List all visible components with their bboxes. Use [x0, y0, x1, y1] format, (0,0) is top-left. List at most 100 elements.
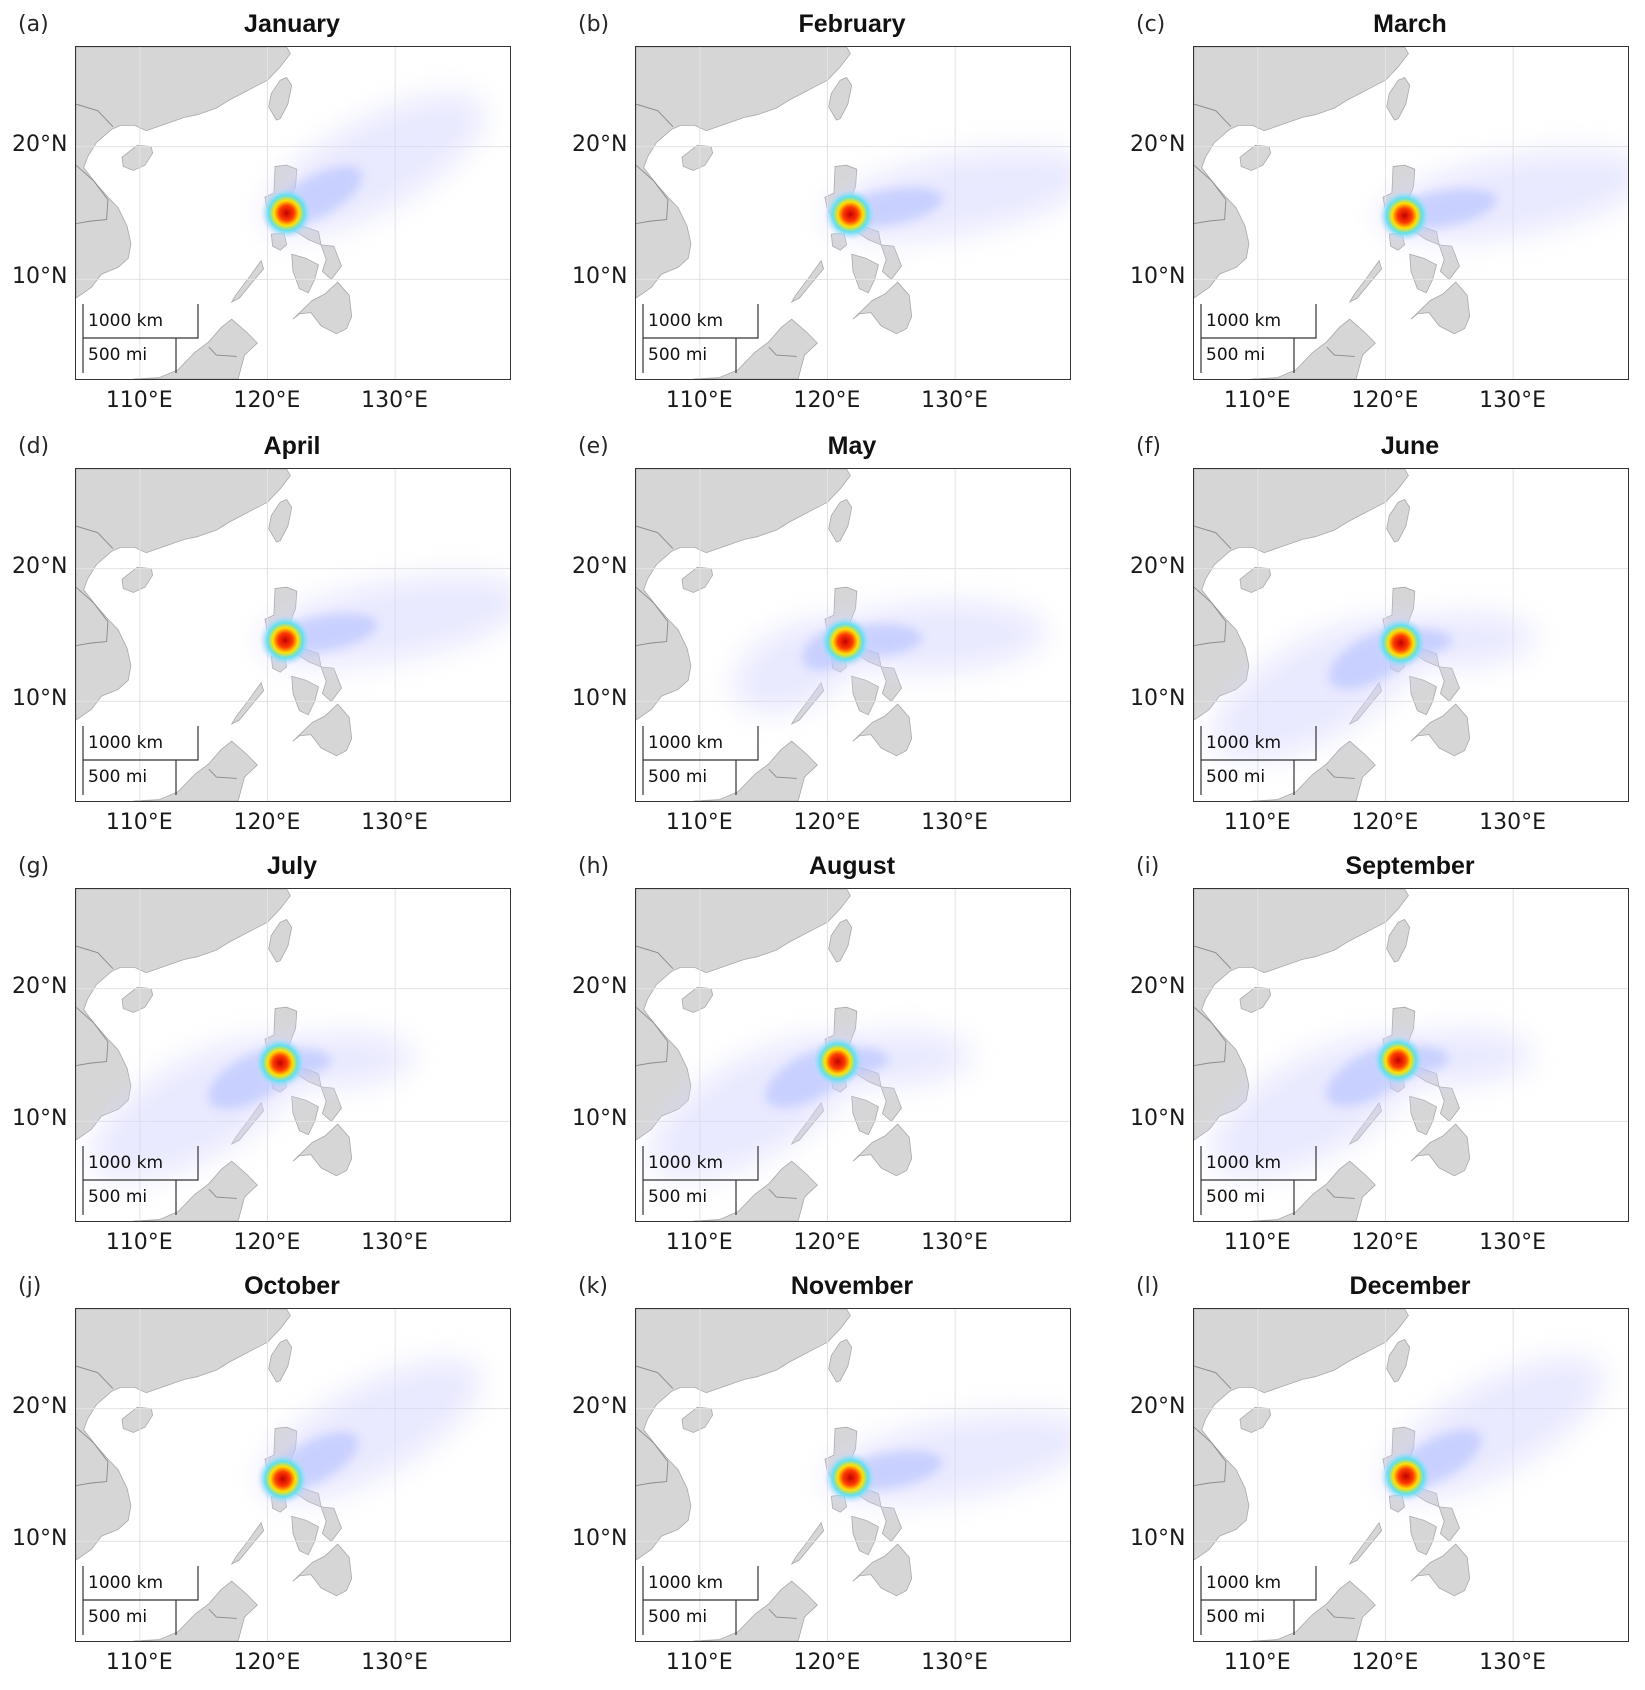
scale-mi-label: 500 mi	[1206, 1187, 1266, 1207]
lon-tick-label: 130°E	[1479, 1230, 1547, 1255]
density-peak	[256, 1453, 309, 1505]
land-polygon	[681, 986, 714, 1013]
country-border	[768, 346, 797, 357]
lon-tick-label: 130°E	[1479, 810, 1547, 835]
map-frame: 1000 km 500 mi	[1193, 46, 1629, 380]
lon-tick-label: 120°E	[793, 1650, 861, 1675]
lon-tick-label: 110°E	[665, 388, 733, 413]
country-border	[76, 164, 109, 225]
scale-bar	[642, 726, 759, 795]
panel-letter: (h)	[578, 854, 610, 879]
land-polygon	[292, 1123, 353, 1177]
country-border	[208, 1608, 237, 1619]
land-polygon	[636, 47, 851, 299]
lon-tick-label: 110°E	[665, 810, 733, 835]
lon-tick-label: 110°E	[1223, 388, 1291, 413]
land-polygon	[636, 1309, 851, 1561]
density-map	[76, 469, 510, 801]
lat-tick-label: 10°N	[12, 1526, 68, 1552]
map-frame: 1000 km 500 mi	[635, 1308, 1071, 1642]
land-polygon	[880, 1086, 902, 1122]
map-frame: 1000 km 500 mi	[75, 46, 511, 380]
scale-km-label: 1000 km	[1206, 733, 1282, 753]
lat-tick-label: 20°N	[1130, 131, 1186, 157]
lon-tick-label: 130°E	[921, 1650, 989, 1675]
lat-tick-label: 20°N	[12, 553, 68, 579]
country-border	[636, 586, 669, 647]
land-polygon	[291, 1095, 319, 1136]
panel-title: September	[1345, 852, 1475, 880]
land-polygon	[292, 703, 353, 757]
density-map	[1194, 1309, 1628, 1641]
lon-tick-label: 120°E	[233, 810, 301, 835]
country-border	[1194, 1426, 1227, 1487]
lon-tick-label: 110°E	[1223, 810, 1291, 835]
panel-title: February	[798, 10, 906, 38]
density-peak	[811, 1035, 864, 1088]
land-polygon	[320, 244, 342, 280]
land-polygon	[1438, 244, 1460, 280]
country-border	[636, 103, 674, 128]
lon-tick-label: 120°E	[1351, 388, 1419, 413]
country-border	[768, 1608, 797, 1619]
lon-tick-label: 130°E	[921, 1230, 989, 1255]
scale-bar	[82, 1146, 199, 1215]
land-polygon	[852, 281, 913, 335]
land-polygon	[320, 666, 342, 702]
lat-tick-label: 20°N	[572, 1393, 628, 1419]
panel-title: July	[266, 852, 318, 880]
map-panel: (b) February 1000 km 500 mi 20°N 10°N 110°E 120…	[560, 0, 1108, 422]
scale-bar	[1200, 304, 1317, 373]
density-map	[76, 1309, 510, 1641]
land-polygon	[1251, 318, 1376, 379]
map-frame: 1000 km 500 mi	[635, 888, 1071, 1222]
country-border	[1326, 768, 1355, 779]
lon-tick-label: 110°E	[1223, 1230, 1291, 1255]
map-frame: 1000 km 500 mi	[75, 1308, 511, 1642]
land-polygon	[880, 244, 902, 280]
land-polygon	[1194, 47, 1409, 299]
land-polygon	[852, 1123, 913, 1177]
land-polygon	[133, 740, 258, 801]
lat-tick-label: 10°N	[1130, 1526, 1186, 1552]
panel-letter: (i)	[1136, 854, 1160, 879]
land-polygon	[320, 1086, 342, 1122]
map-panel: (j) October 1000 km 500 mi 20°N 10°N 110°E 120°…	[0, 1262, 548, 1684]
country-border	[636, 525, 674, 550]
land-polygon	[121, 566, 154, 593]
land-polygon	[291, 253, 319, 294]
panel-title: June	[1380, 432, 1440, 460]
density-map	[76, 889, 510, 1221]
land-polygon	[790, 1521, 825, 1565]
lon-tick-label: 110°E	[1223, 1650, 1291, 1675]
scale-bar	[642, 304, 759, 373]
land-polygon	[1239, 566, 1272, 593]
map-frame: 1000 km 500 mi	[75, 468, 511, 802]
map-panel: (g) July 1000 km 500 mi 20°N 10°N 110°E 120°E 13…	[0, 842, 548, 1264]
land-polygon	[1438, 666, 1460, 702]
land-polygon	[76, 469, 291, 721]
land-polygon	[828, 1339, 853, 1383]
land-polygon	[1386, 919, 1411, 963]
lon-tick-label: 130°E	[1479, 388, 1547, 413]
land-polygon	[1239, 1406, 1272, 1433]
land-polygon	[851, 1515, 879, 1556]
scale-km-label: 1000 km	[648, 1573, 724, 1593]
country-border	[1326, 1188, 1355, 1199]
country-border	[1326, 346, 1355, 357]
land-polygon	[1409, 1515, 1437, 1556]
lon-tick-label: 110°E	[665, 1650, 733, 1675]
lon-tick-label: 130°E	[1479, 1650, 1547, 1675]
scale-bar	[82, 726, 199, 795]
land-polygon	[230, 1521, 265, 1565]
land-polygon	[121, 986, 154, 1013]
lat-tick-label: 10°N	[572, 1526, 628, 1552]
lat-tick-label: 20°N	[572, 553, 628, 579]
country-border	[76, 586, 109, 647]
lon-tick-label: 120°E	[793, 810, 861, 835]
land-polygon	[828, 499, 853, 543]
density-peak	[1374, 617, 1427, 669]
density-map	[1194, 889, 1628, 1221]
country-border	[76, 525, 114, 550]
panel-letter: (c)	[1136, 12, 1166, 37]
